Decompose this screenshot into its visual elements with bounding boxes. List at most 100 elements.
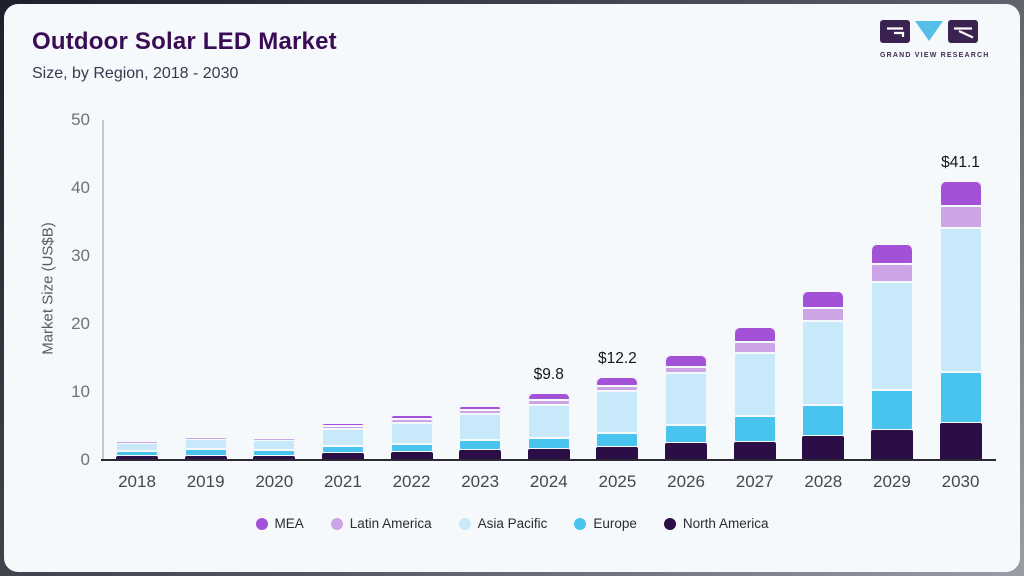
value-label-2024: $9.8: [533, 366, 564, 384]
legend-label-mea: MEA: [274, 516, 304, 531]
bar-2028-segment-europe: [802, 404, 845, 437]
bar-2030-segment-north-america: [939, 422, 982, 460]
bar-2027: [733, 327, 776, 460]
bar-2026-segment-latin-america: [665, 366, 708, 374]
bar-2022-segment-mea: [390, 414, 433, 420]
bar-2030-segment-europe: [939, 372, 982, 423]
bar-2018-segment-latin-america: [116, 442, 158, 443]
page-title: Outdoor Solar LED Market: [32, 28, 337, 55]
legend-item-europe: Europe: [574, 516, 637, 531]
bar-2029-segment-mea: [870, 243, 913, 264]
y-tick-0: 0: [80, 450, 90, 469]
bar-2019-segment-latin-america: [184, 437, 227, 440]
page-subtitle: Size, by Region, 2018 - 2030: [32, 65, 239, 82]
bar-2029-segment-north-america: [870, 430, 913, 460]
x-tick-2021: 2021: [323, 472, 362, 491]
bar-2024-segment-asia-pacific: [527, 404, 570, 438]
legend-label-asia-pacific: Asia Pacific: [477, 516, 548, 531]
bar-2030-segment-latin-america: [939, 206, 982, 229]
legend-item-latin-america: Latin America: [330, 516, 432, 531]
gvr-logo-text: GRAND VIEW RESEARCH: [880, 52, 990, 59]
bar-2029-segment-asia-pacific: [870, 281, 913, 390]
bar-2028-segment-latin-america: [802, 307, 845, 322]
bar-2021-segment-europe: [321, 445, 364, 453]
bar-2030-segment-mea: [939, 180, 982, 207]
bar-2022-segment-north-america: [390, 451, 433, 460]
legend-dot-north-america: [663, 517, 676, 530]
legend-label-europe: Europe: [593, 516, 637, 531]
bar-2029: [870, 243, 913, 460]
bar-2018-segment-asia-pacific: [116, 442, 158, 451]
y-tick-20: 20: [71, 314, 90, 333]
x-tick-2020: 2020: [255, 472, 294, 491]
bar-2029-segment-latin-america: [870, 263, 913, 282]
bar-2022-segment-latin-america: [390, 419, 433, 423]
bar-2027-segment-asia-pacific: [733, 352, 776, 416]
bar-2024-segment-north-america: [527, 449, 570, 460]
x-tick-2022: 2022: [392, 472, 431, 491]
y-tick-50: 50: [71, 110, 90, 129]
bar-2025-segment-latin-america: [596, 385, 639, 391]
bar-2020-segment-europe: [253, 449, 296, 456]
bar-2023-segment-north-america: [459, 450, 502, 460]
bar-2025-segment-europe: [596, 433, 639, 447]
legend-dot-latin-america: [330, 517, 343, 530]
bar-2029-segment-europe: [870, 389, 913, 431]
x-tick-2023: 2023: [461, 472, 500, 491]
bar-2025: [596, 377, 639, 460]
bar-2020: [253, 437, 296, 460]
legend-item-north-america: North America: [663, 516, 769, 531]
bar-2020-segment-north-america: [253, 455, 296, 460]
bar-2018-segment-mea: [116, 441, 158, 443]
bar-2018-segment-europe: [116, 450, 158, 457]
legend-dot-europe: [574, 517, 587, 530]
bar-2019-segment-asia-pacific: [184, 439, 227, 450]
x-tick-2027: 2027: [735, 472, 774, 491]
value-label-2025: $12.2: [598, 350, 637, 368]
bar-2021-segment-north-america: [321, 452, 364, 460]
bar-2019-segment-mea: [184, 436, 227, 438]
bar-2024-segment-europe: [527, 437, 570, 450]
bar-2020-segment-asia-pacific: [253, 439, 296, 450]
bar-2023-segment-europe: [459, 440, 502, 451]
bar-2027-segment-latin-america: [733, 341, 776, 353]
bar-2027-segment-north-america: [733, 441, 776, 460]
bar-2021-segment-latin-america: [321, 425, 364, 429]
bar-2028-segment-mea: [802, 291, 845, 308]
bar-2020-segment-mea: [253, 437, 296, 439]
bar-2028: [802, 291, 845, 460]
bar-2019: [184, 436, 227, 460]
bar-2026-segment-asia-pacific: [665, 373, 708, 425]
bar-2018: [116, 441, 158, 460]
y-tick-30: 30: [71, 246, 90, 265]
value-label-2030: $41.1: [941, 153, 980, 171]
bar-2023-segment-mea: [459, 405, 502, 410]
bar-2028-segment-north-america: [802, 436, 845, 460]
y-tick-10: 10: [71, 382, 90, 401]
legend-label-north-america: North America: [682, 516, 769, 531]
y-axis-title: Market Size (US$B): [39, 222, 57, 355]
bar-2030-segment-asia-pacific: [939, 228, 982, 373]
chart-card: Outdoor Solar LED Market Size, by Region…: [4, 4, 1020, 572]
bar-2019-segment-europe: [184, 449, 227, 456]
legend-label-latin-america: Latin America: [349, 516, 432, 531]
x-tick-2018: 2018: [118, 472, 156, 491]
x-axis-line: [101, 459, 996, 461]
legend-dot-mea: [255, 517, 268, 530]
legend-dot-asia-pacific: [458, 517, 471, 530]
bar-2026-segment-europe: [665, 424, 708, 444]
y-tick-40: 40: [71, 178, 90, 197]
bar-2026-segment-mea: [665, 355, 708, 367]
bar-2024-segment-mea: [527, 393, 570, 401]
x-tick-2025: 2025: [598, 472, 637, 491]
bar-2021-segment-asia-pacific: [321, 428, 364, 446]
bar-2018-segment-north-america: [116, 456, 158, 460]
bar-2022: [390, 414, 433, 460]
bar-2021: [321, 422, 364, 460]
bar-2024-segment-latin-america: [527, 400, 570, 405]
bar-2023-segment-asia-pacific: [459, 413, 502, 441]
x-tick-2026: 2026: [667, 472, 705, 491]
bar-2020-segment-latin-america: [253, 438, 296, 440]
bar-2026: [665, 355, 708, 460]
bar-2022-segment-asia-pacific: [390, 422, 433, 444]
